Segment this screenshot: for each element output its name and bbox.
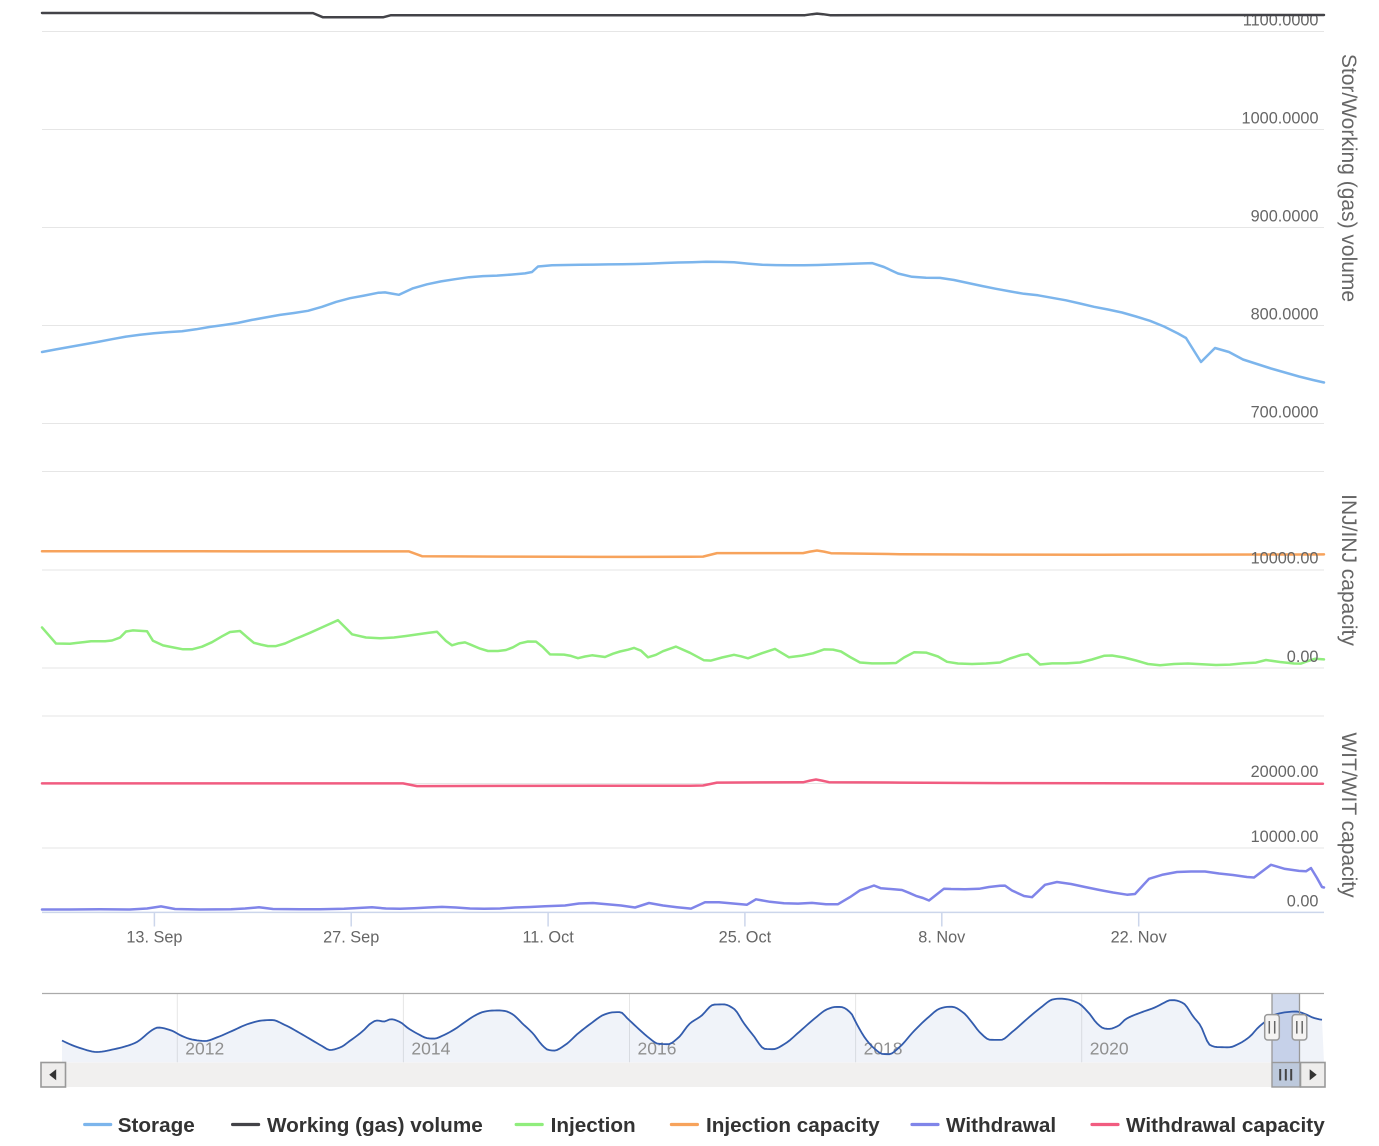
svg-text:10000.00: 10000.00 bbox=[1251, 550, 1319, 568]
svg-text:2020: 2020 bbox=[1090, 1039, 1129, 1059]
svg-text:Storage: Storage bbox=[118, 1114, 195, 1137]
svg-text:27. Sep: 27. Sep bbox=[323, 929, 379, 947]
svg-text:8. Nov: 8. Nov bbox=[918, 929, 966, 947]
svg-text:Withdrawal: Withdrawal bbox=[946, 1114, 1056, 1137]
svg-text:0.00: 0.00 bbox=[1287, 893, 1319, 911]
svg-text:11. Oct: 11. Oct bbox=[522, 929, 574, 947]
svg-text:20000.00: 20000.00 bbox=[1251, 763, 1319, 781]
svg-text:2016: 2016 bbox=[638, 1039, 677, 1059]
svg-text:2014: 2014 bbox=[411, 1039, 450, 1059]
svg-text:800.0000: 800.0000 bbox=[1251, 305, 1319, 323]
svg-text:900.0000: 900.0000 bbox=[1251, 207, 1319, 225]
svg-text:2012: 2012 bbox=[185, 1039, 224, 1059]
svg-text:700.0000: 700.0000 bbox=[1251, 404, 1319, 422]
svg-text:INJ/INJ capacity: INJ/INJ capacity bbox=[1337, 494, 1360, 646]
svg-text:WIT/WIT capacity: WIT/WIT capacity bbox=[1337, 732, 1360, 898]
svg-text:Stor/Working (gas) volume: Stor/Working (gas) volume bbox=[1337, 54, 1360, 302]
svg-text:10000.00: 10000.00 bbox=[1251, 828, 1319, 846]
svg-text:25. Oct: 25. Oct bbox=[719, 929, 772, 947]
svg-text:0.00: 0.00 bbox=[1287, 648, 1319, 666]
svg-text:Injection: Injection bbox=[551, 1114, 636, 1137]
svg-text:Working (gas) volume: Working (gas) volume bbox=[267, 1114, 483, 1137]
svg-text:1000.0000: 1000.0000 bbox=[1242, 109, 1319, 127]
svg-text:13. Sep: 13. Sep bbox=[126, 929, 182, 947]
svg-text:Withdrawal capacity: Withdrawal capacity bbox=[1126, 1114, 1325, 1137]
svg-text:Injection capacity: Injection capacity bbox=[706, 1114, 880, 1137]
svg-text:22. Nov: 22. Nov bbox=[1111, 929, 1168, 947]
